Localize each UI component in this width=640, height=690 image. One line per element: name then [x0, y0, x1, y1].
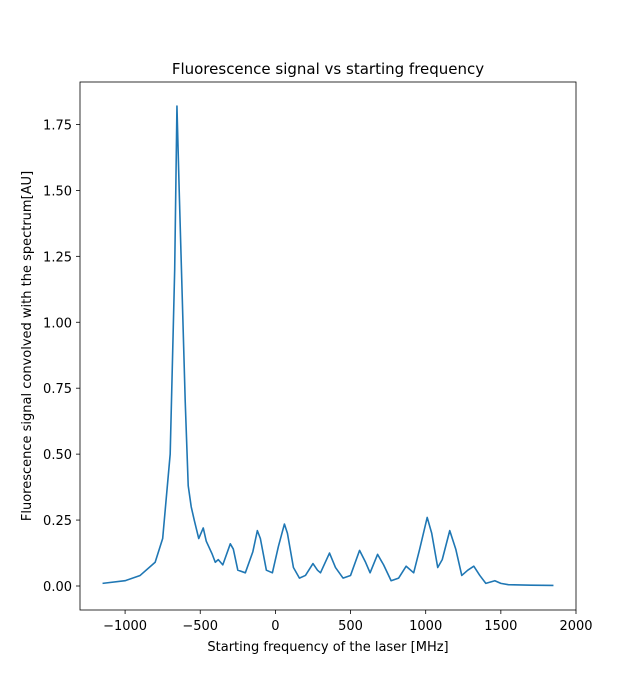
- x-tick-label: 500: [338, 619, 363, 634]
- y-tick-label: 1.25: [43, 250, 72, 265]
- x-tick-label: 2000: [559, 619, 592, 634]
- chart-title: Fluorescence signal vs starting frequenc…: [172, 60, 484, 78]
- x-tick-label: −500: [182, 619, 218, 634]
- y-tick-label: 0.00: [43, 580, 72, 595]
- plot-frame: [79, 81, 577, 611]
- y-tick-label: 1.75: [43, 118, 72, 133]
- y-tick-label: 0.50: [43, 448, 72, 463]
- x-axis-label: Starting frequency of the laser [MHz]: [207, 640, 448, 655]
- x-tick-label: 1500: [484, 619, 517, 634]
- y-axis-label: Fluorescence signal convolved with the s…: [20, 171, 35, 521]
- data-line: [102, 105, 554, 587]
- x-tick-label: 1000: [409, 619, 442, 634]
- x-tick-label: 0: [271, 619, 279, 634]
- y-tick-label: 0.75: [43, 382, 72, 397]
- x-tick-label: −1000: [103, 619, 147, 634]
- y-tick-label: 0.25: [43, 514, 72, 529]
- y-tick-label: 1.00: [43, 316, 72, 331]
- y-tick-label: 1.50: [43, 184, 72, 199]
